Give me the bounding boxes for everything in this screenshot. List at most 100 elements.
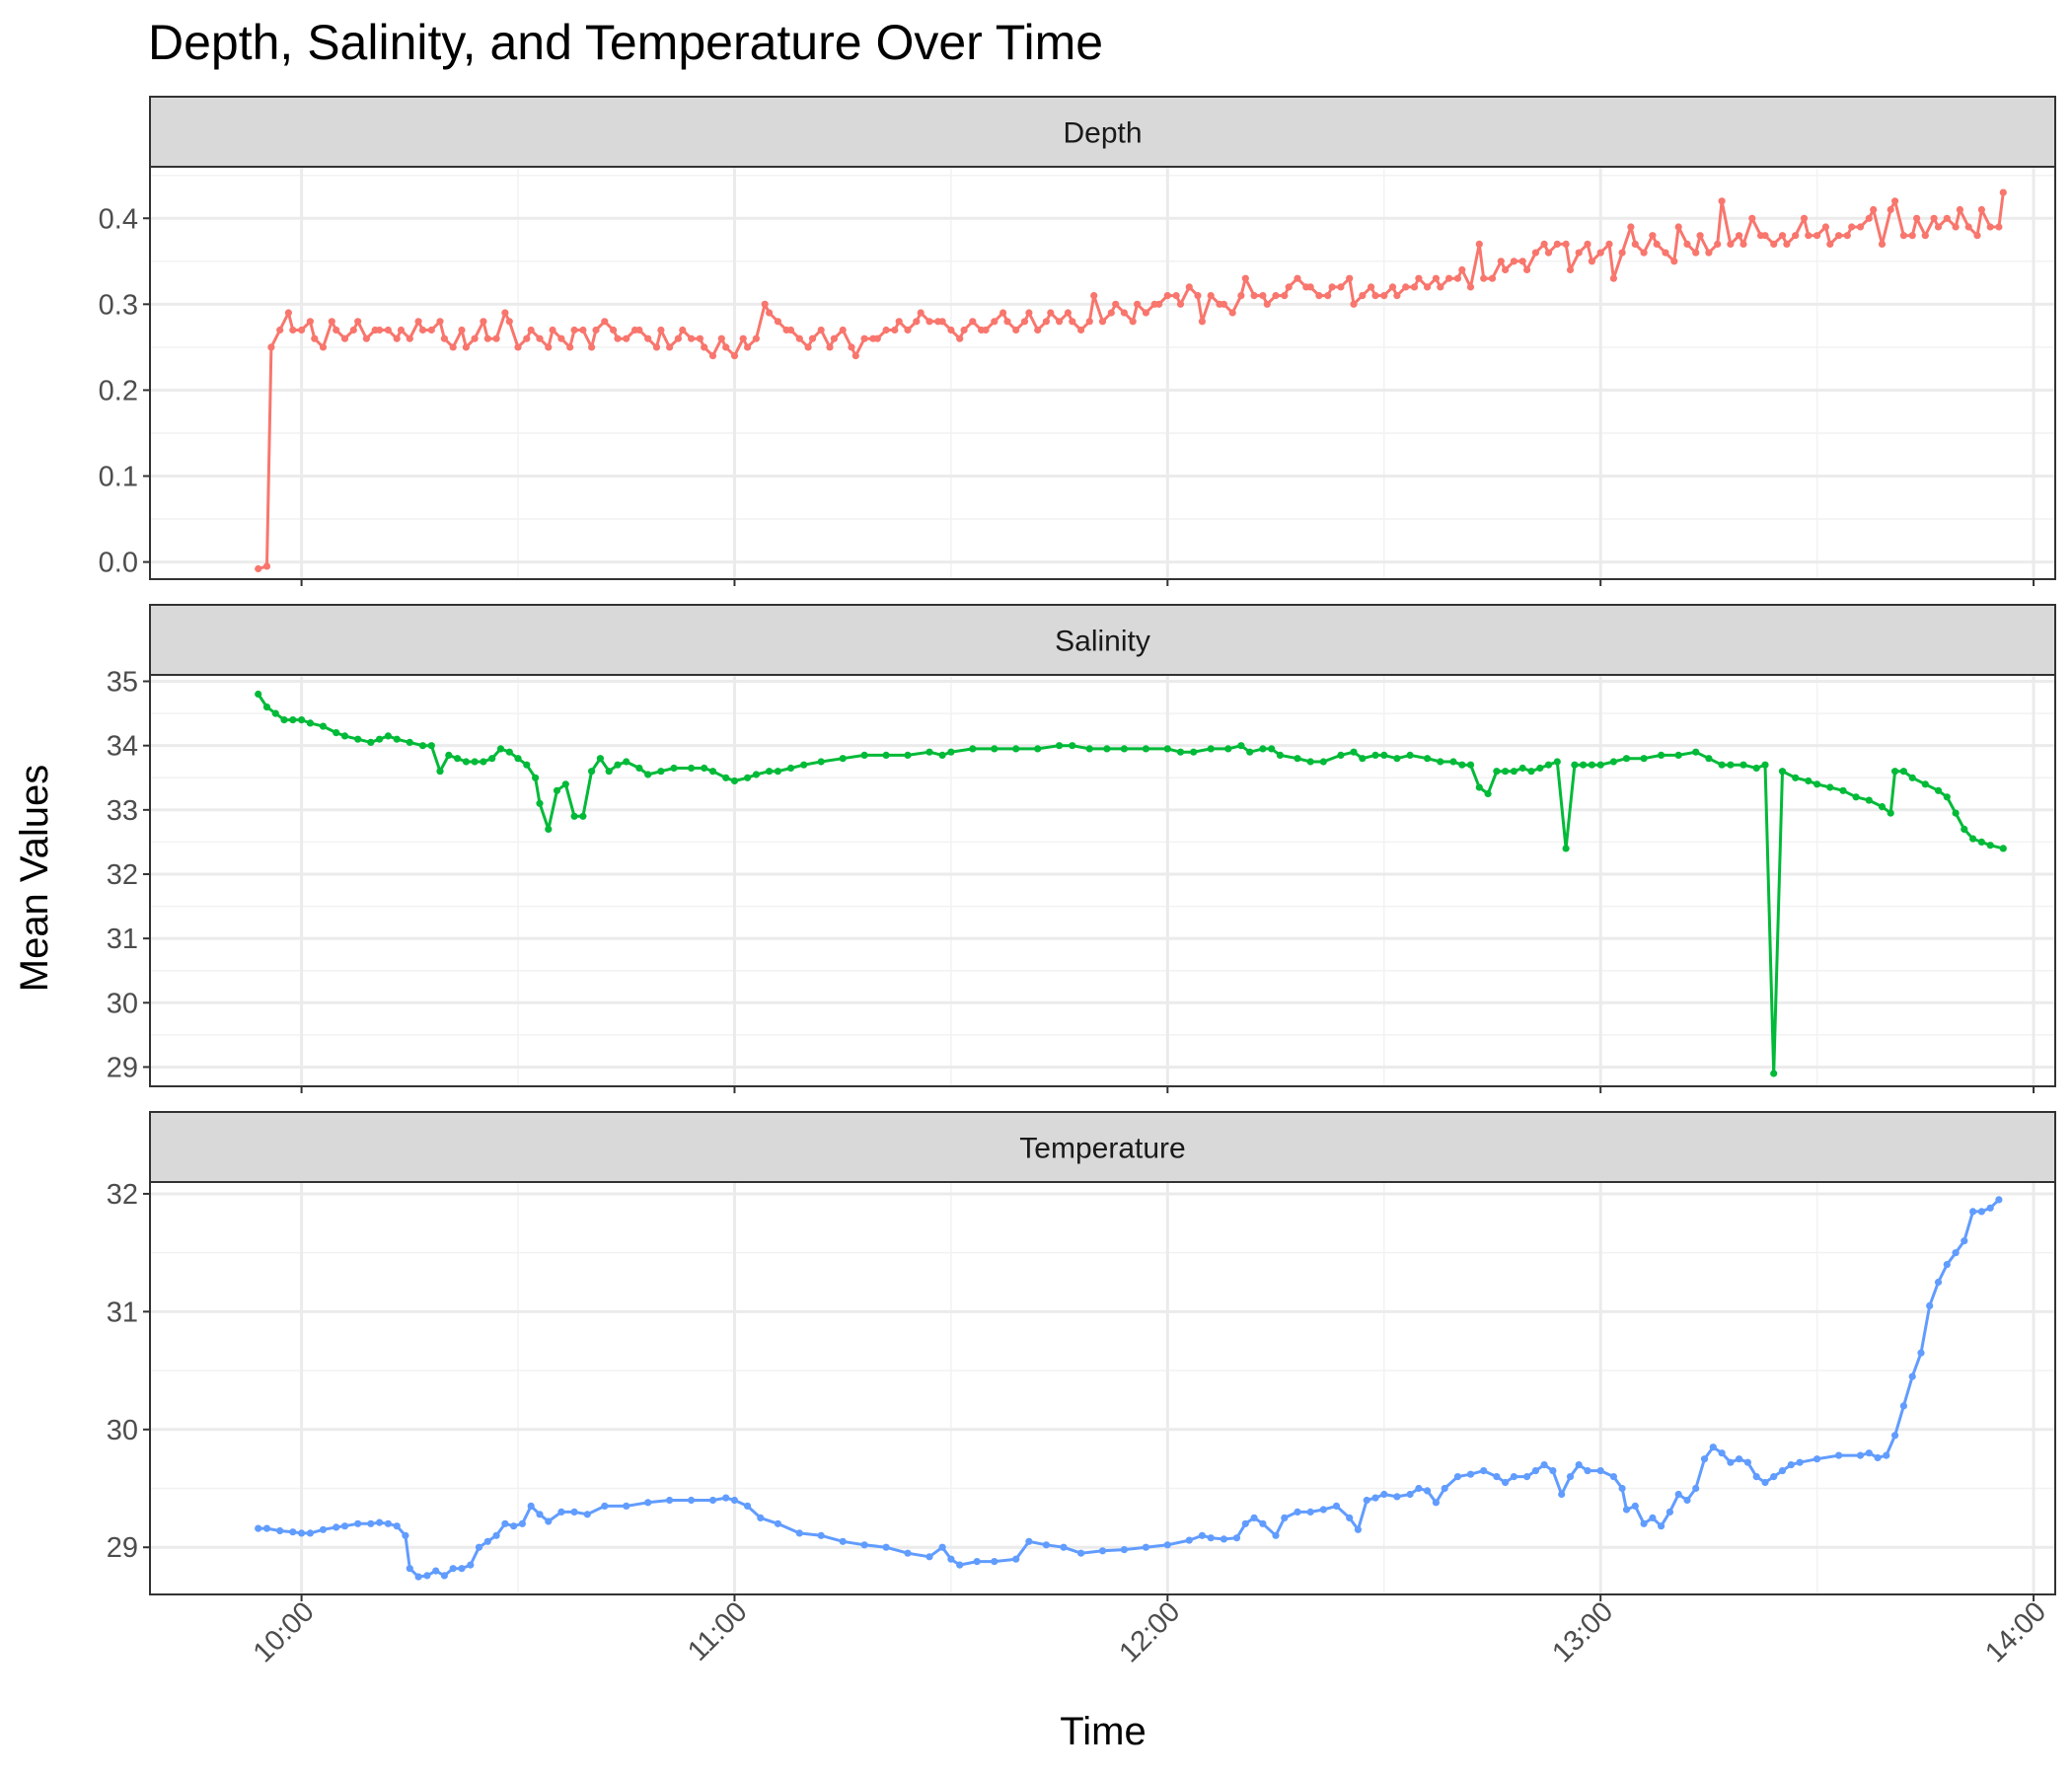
data-point-depth	[895, 318, 903, 326]
data-point-depth	[1778, 232, 1787, 240]
y-tick-label-salinity: 30	[107, 988, 138, 1019]
data-point-depth	[1964, 223, 1972, 231]
data-point-temperature	[276, 1526, 284, 1535]
data-point-salinity	[969, 745, 977, 753]
data-point-temperature	[1241, 1519, 1249, 1527]
data-point-temperature	[1743, 1458, 1751, 1466]
data-point-depth	[1475, 240, 1483, 248]
data-point-temperature	[1415, 1484, 1423, 1493]
data-point-temperature	[367, 1519, 375, 1527]
data-point-temperature	[354, 1519, 362, 1527]
data-point-salinity	[1034, 745, 1042, 753]
y-tick-label-depth: 0.3	[99, 289, 138, 321]
data-point-depth	[808, 334, 817, 342]
data-point-salinity	[1380, 751, 1388, 760]
data-point-temperature	[904, 1549, 912, 1557]
data-point-depth	[969, 318, 977, 326]
data-point-depth	[722, 343, 730, 351]
data-point-salinity	[1999, 845, 2007, 852]
data-point-depth	[1856, 223, 1865, 231]
data-point-temperature	[1761, 1478, 1769, 1487]
data-point-depth	[1540, 240, 1548, 248]
y-tick-label-salinity: 32	[107, 859, 138, 891]
panel-depth: Depth 0.0 0.1 0.2 0.3 0.4	[99, 96, 2056, 586]
data-point-depth	[514, 343, 522, 351]
data-point-salinity	[553, 786, 561, 794]
data-point-salinity	[1908, 774, 1916, 781]
data-point-salinity	[800, 761, 808, 769]
data-point-depth	[1142, 309, 1149, 317]
data-point-salinity	[1692, 748, 1700, 756]
data-point-depth	[440, 334, 448, 342]
data-point-depth	[1783, 240, 1791, 248]
data-point-salinity	[744, 774, 752, 781]
data-point-depth	[523, 334, 531, 342]
data-point-salinity	[1294, 755, 1301, 763]
data-point-depth	[340, 334, 349, 342]
data-point-salinity	[991, 745, 999, 753]
strip-label-salinity: Salinity	[1055, 626, 1150, 658]
data-point-depth	[1306, 283, 1314, 291]
data-point-depth	[1069, 318, 1076, 326]
data-point-depth	[588, 343, 596, 351]
data-point-salinity	[1952, 809, 1960, 817]
data-point-depth	[1761, 232, 1769, 240]
data-point-salinity	[1805, 777, 1813, 785]
data-point-temperature	[817, 1531, 825, 1539]
data-point-depth	[1025, 309, 1033, 317]
data-point-depth	[1899, 232, 1907, 240]
data-point-depth	[1588, 258, 1595, 265]
data-point-depth	[418, 326, 427, 334]
data-point-temperature	[1294, 1508, 1301, 1516]
data-point-depth	[579, 326, 587, 334]
data-point-depth	[982, 326, 990, 334]
data-point-depth	[349, 326, 357, 334]
data-point-salinity	[1449, 758, 1457, 766]
data-point-salinity	[445, 751, 453, 760]
data-point-depth	[1566, 265, 1575, 274]
data-point-salinity	[436, 768, 444, 776]
data-point-salinity	[657, 768, 665, 776]
data-point-depth	[1584, 240, 1591, 248]
data-point-temperature	[1718, 1449, 1726, 1457]
data-point-temperature	[757, 1514, 765, 1521]
data-point-temperature	[860, 1541, 868, 1549]
data-point-salinity	[904, 751, 912, 760]
data-point-depth	[873, 334, 881, 342]
data-point-temperature	[947, 1555, 955, 1563]
data-point-depth	[592, 326, 600, 334]
data-point-depth	[960, 326, 968, 334]
data-point-temperature	[1674, 1490, 1682, 1499]
data-point-depth	[427, 326, 435, 334]
data-point-salinity	[406, 738, 413, 747]
data-point-depth	[851, 352, 859, 360]
data-point-salinity	[340, 732, 349, 740]
data-point-depth	[826, 343, 834, 351]
data-point-depth	[795, 334, 803, 342]
data-point-salinity	[1544, 761, 1553, 769]
y-tick-label-salinity: 35	[107, 667, 138, 699]
data-point-depth	[1683, 240, 1691, 248]
data-point-salinity	[1466, 761, 1475, 769]
data-point-depth	[786, 326, 795, 334]
data-point-salinity	[1359, 755, 1367, 763]
data-point-depth	[730, 352, 739, 360]
data-point-salinity	[1961, 825, 1968, 834]
y-tick-label-depth: 0.4	[99, 203, 138, 235]
plot-area-temperature	[150, 1182, 2055, 1594]
data-point-salinity	[1986, 842, 1994, 850]
data-point-depth	[1042, 318, 1050, 326]
data-point-temperature	[1835, 1451, 1843, 1459]
data-point-salinity	[1622, 755, 1631, 763]
data-point-temperature	[1466, 1470, 1475, 1478]
data-point-temperature	[666, 1496, 674, 1505]
data-point-temperature	[1778, 1467, 1787, 1475]
data-point-temperature	[795, 1529, 803, 1537]
data-point-depth	[1813, 232, 1821, 240]
data-point-temperature	[406, 1565, 413, 1573]
data-point-salinity	[1571, 761, 1579, 769]
data-point-depth	[623, 334, 630, 342]
data-point-depth	[1943, 214, 1951, 222]
data-point-temperature	[744, 1502, 752, 1510]
data-point-salinity	[1865, 796, 1873, 804]
